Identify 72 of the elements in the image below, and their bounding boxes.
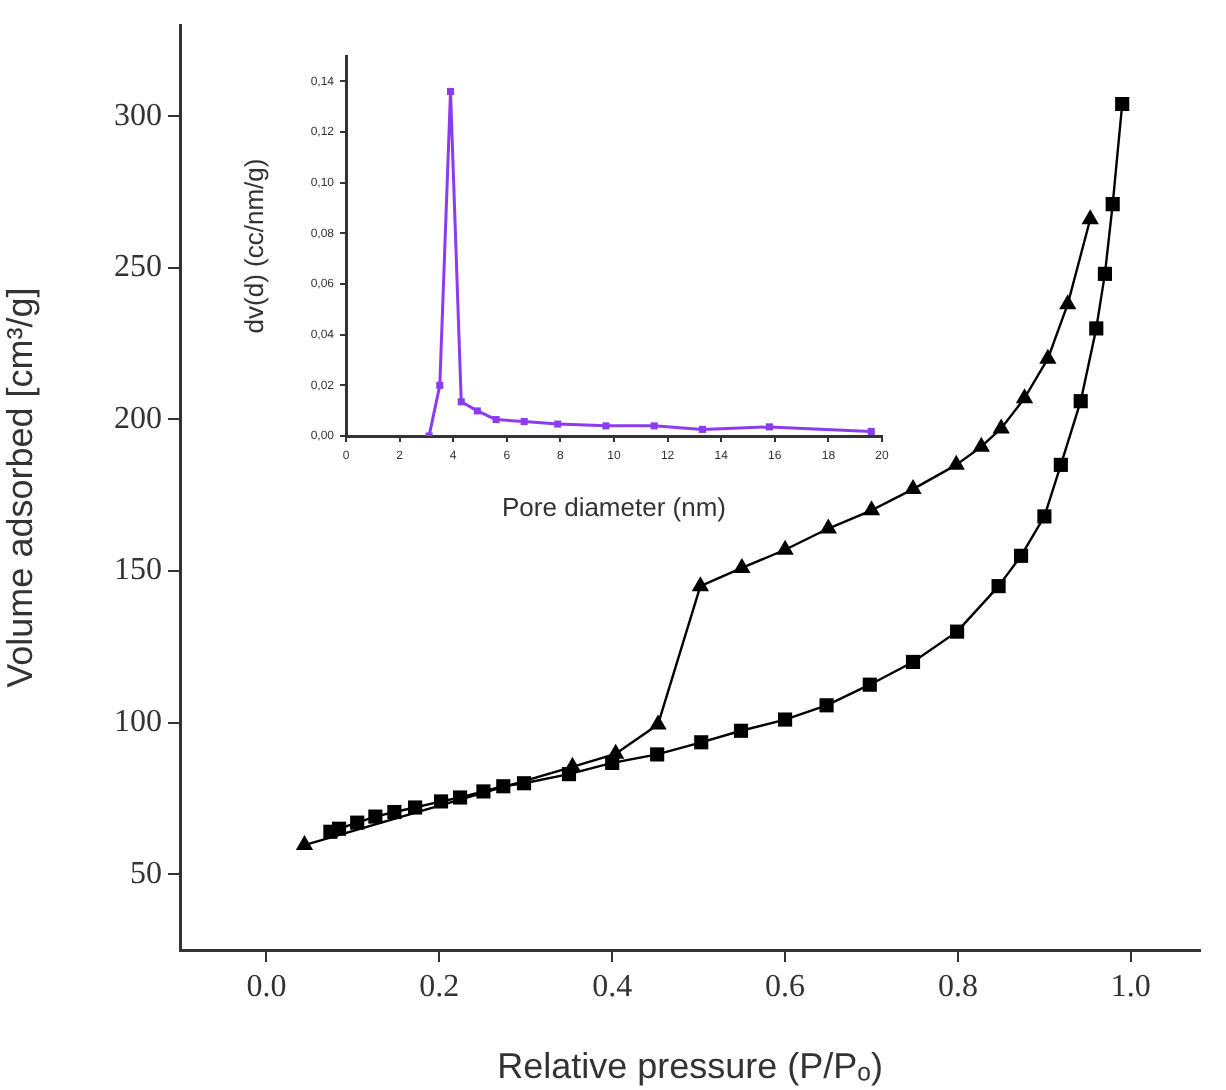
point bbox=[819, 518, 837, 534]
point bbox=[1097, 266, 1112, 281]
point bbox=[765, 423, 773, 431]
point bbox=[698, 425, 706, 433]
point bbox=[331, 821, 347, 836]
point bbox=[778, 712, 793, 727]
y-axis-title: dv(d) (cc/nm/g) bbox=[238, 158, 269, 334]
point bbox=[1037, 509, 1052, 524]
y-axis-title: Volume adsorbed [cm³/g] bbox=[0, 287, 40, 688]
point bbox=[436, 381, 444, 389]
x-axis-title: Relative pressure (P/Pₒ) bbox=[497, 1046, 883, 1087]
point bbox=[1073, 394, 1088, 409]
point bbox=[605, 755, 620, 770]
point bbox=[992, 418, 1010, 434]
point bbox=[295, 835, 314, 851]
point bbox=[433, 794, 449, 809]
x-tick-label: 0.8 bbox=[937, 969, 978, 1004]
point bbox=[776, 539, 794, 555]
point bbox=[904, 479, 922, 495]
point bbox=[694, 735, 709, 750]
point bbox=[867, 427, 875, 435]
x-tick-label: 0.0 bbox=[246, 969, 287, 1004]
point bbox=[862, 500, 881, 516]
x-axis-title: Pore diameter (nm) bbox=[502, 491, 726, 522]
point bbox=[492, 416, 500, 424]
point bbox=[520, 418, 528, 426]
point bbox=[649, 714, 667, 730]
point bbox=[819, 698, 834, 713]
point bbox=[862, 677, 877, 692]
point bbox=[1105, 197, 1120, 212]
point bbox=[368, 809, 383, 824]
point bbox=[972, 436, 990, 452]
point bbox=[453, 790, 468, 805]
point bbox=[446, 87, 455, 95]
point bbox=[1059, 294, 1077, 310]
x-tick-label: 0.6 bbox=[765, 969, 806, 1004]
point bbox=[602, 422, 610, 430]
point bbox=[554, 420, 562, 428]
point bbox=[947, 454, 965, 470]
y-tick-label: 200 bbox=[114, 401, 162, 436]
point bbox=[561, 767, 577, 782]
point bbox=[1015, 388, 1034, 404]
point bbox=[457, 398, 465, 406]
point bbox=[650, 422, 658, 430]
point bbox=[387, 804, 402, 820]
x-tick-label: 1.0 bbox=[1110, 969, 1151, 1004]
y-tick-label: 300 bbox=[114, 98, 162, 133]
point bbox=[650, 747, 665, 762]
point bbox=[1115, 96, 1130, 112]
x-tick-label: 0.4 bbox=[592, 969, 633, 1004]
y-tick-label: 50 bbox=[130, 856, 162, 891]
point bbox=[408, 800, 423, 815]
point bbox=[1039, 348, 1057, 364]
y-tick-label: 250 bbox=[114, 250, 162, 285]
y-tick-label: 100 bbox=[114, 705, 162, 739]
point bbox=[905, 654, 921, 670]
point bbox=[496, 779, 511, 794]
point bbox=[691, 576, 710, 592]
point bbox=[733, 557, 751, 573]
point bbox=[991, 579, 1006, 594]
point bbox=[476, 784, 491, 799]
point bbox=[1089, 321, 1104, 336]
point bbox=[950, 624, 965, 639]
point bbox=[1081, 209, 1099, 225]
point bbox=[733, 723, 749, 738]
point bbox=[473, 407, 481, 415]
point bbox=[1053, 457, 1068, 472]
x-tick-label: 0.2 bbox=[419, 969, 460, 1004]
point bbox=[516, 776, 532, 791]
point bbox=[1014, 548, 1029, 563]
point bbox=[350, 815, 365, 830]
y-tick-label: 150 bbox=[114, 553, 162, 588]
